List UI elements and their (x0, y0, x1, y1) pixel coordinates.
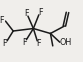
Text: OH: OH (59, 38, 71, 47)
Text: F: F (24, 9, 29, 18)
Text: F: F (0, 16, 4, 25)
Text: F: F (23, 38, 27, 47)
Text: F: F (2, 39, 7, 48)
Text: F: F (37, 39, 41, 48)
Text: F: F (38, 8, 43, 17)
